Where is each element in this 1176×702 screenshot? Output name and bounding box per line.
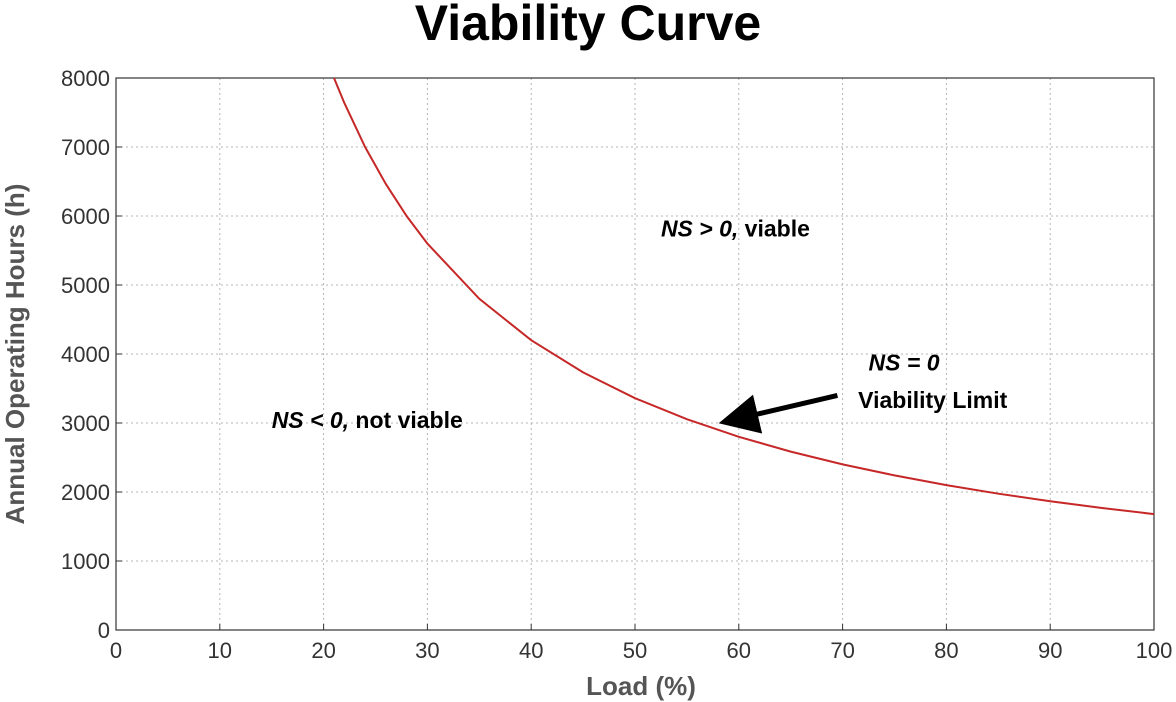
chart-title: Viability Curve xyxy=(415,0,761,51)
x-tick-label: 20 xyxy=(311,638,335,663)
x-tick-label: 100 xyxy=(1136,638,1173,663)
x-axis-label: Load (%) xyxy=(586,671,696,701)
viability-curve-line xyxy=(333,77,1155,516)
annotation-italic-part: NS < 0, xyxy=(272,407,349,433)
x-tick-label: 70 xyxy=(830,638,854,663)
annotation-not-viable-region: NS < 0, not viable xyxy=(272,407,463,433)
x-tick-label: 0 xyxy=(110,638,122,663)
annotation-text-part: viable xyxy=(738,216,810,242)
y-tick-label: 3000 xyxy=(61,411,110,436)
x-tick-label: 40 xyxy=(519,638,543,663)
annotation-italic-part: NS > 0, xyxy=(661,216,738,242)
x-tick-label: 50 xyxy=(623,638,647,663)
y-tick-label: 5000 xyxy=(61,273,110,298)
x-tick-label: 60 xyxy=(727,638,751,663)
annotation-limit-equation: NS = 0 xyxy=(869,350,940,376)
y-tick-label: 0 xyxy=(98,618,110,643)
y-tick-label: 8000 xyxy=(61,66,110,91)
y-axis-ticks: 0 1000 2000 3000 4000 5000 6000 7000 8000 xyxy=(61,66,122,643)
y-tick-label: 2000 xyxy=(61,480,110,505)
viability-limit-arrow xyxy=(718,392,838,434)
x-tick-label: 90 xyxy=(1038,638,1062,663)
y-axis-label: Annual Operating Hours (h) xyxy=(0,184,30,525)
y-tick-label: 1000 xyxy=(61,549,110,574)
y-tick-label: 6000 xyxy=(61,204,110,229)
x-tick-label: 10 xyxy=(208,638,232,663)
grid xyxy=(116,78,1154,630)
y-tick-label: 4000 xyxy=(61,342,110,367)
annotation-italic-part: NS = 0 xyxy=(869,350,940,376)
annotation-text-part: Viability Limit xyxy=(858,387,1007,413)
x-axis-ticks: 0 10 20 30 40 50 60 70 80 90 100 xyxy=(110,624,1172,663)
x-tick-label: 30 xyxy=(415,638,439,663)
x-tick-label: 80 xyxy=(934,638,958,663)
annotation-text-part: not viable xyxy=(349,407,463,433)
annotations: NS > 0, viable NS < 0, not viable NS = 0 Vi… xyxy=(272,216,1008,433)
annotation-limit-label: Viability Limit xyxy=(858,387,1007,413)
annotation-viable-region: NS > 0, viable xyxy=(661,216,810,242)
y-tick-label: 7000 xyxy=(61,135,110,160)
